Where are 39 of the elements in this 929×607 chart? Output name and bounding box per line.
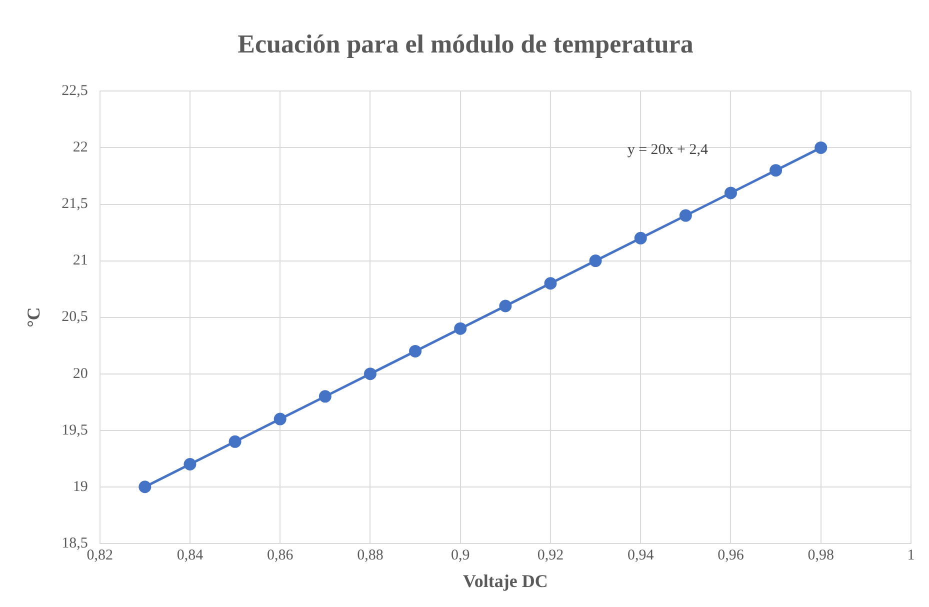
y-tick-label: 22,5 xyxy=(62,83,88,100)
y-tick-label: 21,5 xyxy=(62,196,88,212)
point xyxy=(679,209,692,222)
x-tick-label: 0,96 xyxy=(718,547,744,564)
point xyxy=(770,164,782,177)
point xyxy=(544,277,557,290)
annotation: y = 20x + 2,4 xyxy=(627,142,708,158)
x-tick-label: 0,84 xyxy=(176,547,204,564)
point xyxy=(499,300,512,312)
y-tick-label: 20 xyxy=(72,366,88,382)
point xyxy=(228,435,242,448)
point xyxy=(364,368,376,380)
point xyxy=(454,322,467,335)
y-tick-label: 19,5 xyxy=(62,422,88,438)
y-tick-label: 20,5 xyxy=(62,309,88,326)
point xyxy=(184,458,196,471)
point xyxy=(724,186,737,200)
x-tick-label: 0,92 xyxy=(537,547,564,564)
point xyxy=(318,390,332,403)
point xyxy=(634,232,647,244)
x-tick-label: 0,9 xyxy=(450,547,470,564)
point xyxy=(138,480,152,494)
y-tick-label: 21 xyxy=(72,252,88,269)
x-tick-label: 0,94 xyxy=(627,547,654,564)
x-tick-label: 0,82 xyxy=(86,547,113,564)
point xyxy=(589,254,602,268)
x-tick-label: 0,88 xyxy=(357,547,384,564)
point xyxy=(274,412,286,426)
x-tick-label: 1 xyxy=(907,547,915,564)
y-tick-label: 19 xyxy=(72,478,88,495)
y-tick-label: 22 xyxy=(72,140,88,156)
point xyxy=(814,141,828,154)
chart-title: Ecuación para el módulo de temperatura xyxy=(238,29,694,58)
y-tick-label: 18,5 xyxy=(62,535,88,552)
point xyxy=(409,344,422,358)
x-tick-label: 0,86 xyxy=(266,547,294,564)
y-axis-title: °C xyxy=(23,307,44,328)
x-axis-title: Voltaje DC xyxy=(463,570,548,591)
x-tick-label: 0,98 xyxy=(808,547,834,564)
